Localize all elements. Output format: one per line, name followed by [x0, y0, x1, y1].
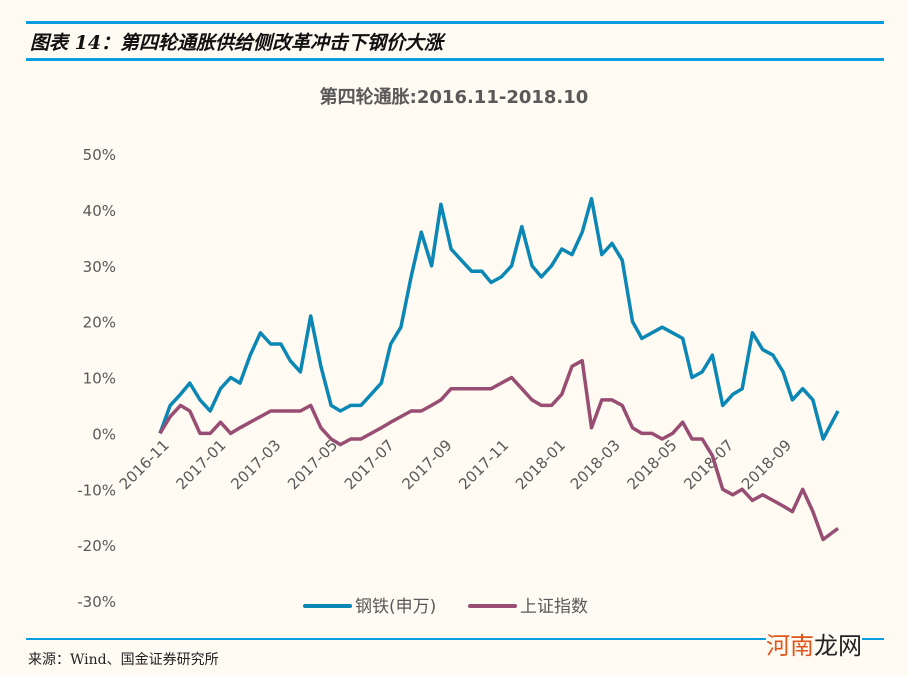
- series-line-sse: [158, 358, 840, 542]
- x-tick-label: 2017-11: [455, 436, 512, 493]
- title-rule: [26, 58, 884, 61]
- y-axis: 50% 40% 30% 20% 10% 0% -10% -20% -30%: [77, 146, 116, 611]
- x-tick-label: 2018-01: [512, 436, 569, 493]
- source-note: 来源：Wind、国金证券研究所: [28, 652, 219, 668]
- x-tick-label: 2017-09: [399, 436, 456, 493]
- y-tick-label: -20%: [77, 537, 116, 555]
- x-tick-label: 2018-03: [567, 436, 624, 493]
- x-tick-label: 2018-05: [624, 436, 681, 493]
- watermark: 河南龙网: [766, 626, 862, 661]
- legend: 钢铁(申万) 上证指数: [303, 597, 588, 617]
- x-tick-label: 2017-03: [227, 436, 284, 493]
- y-tick-label: -10%: [77, 481, 116, 499]
- x-tick-label: 2018-09: [738, 436, 795, 493]
- chart-title: 第四轮通胀:2016.11-2018.10: [320, 86, 589, 108]
- x-tick-label: 2016-11: [116, 436, 173, 493]
- series-line-steel: [158, 196, 840, 441]
- x-tick-label: 2017-01: [173, 436, 230, 493]
- y-tick-label: 10%: [83, 370, 116, 388]
- watermark-part1: 河南: [766, 632, 814, 660]
- y-tick-label: 30%: [83, 258, 116, 276]
- y-tick-label: 50%: [83, 146, 116, 164]
- x-tick-label: 2017-05: [284, 436, 341, 493]
- y-tick-label: 0%: [92, 425, 116, 443]
- figure-title: 图表 14：第四轮通胀供给侧改革冲击下钢价大涨: [30, 32, 444, 54]
- top-rule: [26, 21, 884, 24]
- plot-lines: [158, 196, 840, 542]
- legend-label: 钢铁(申万): [355, 597, 436, 617]
- x-tick-label: 2017-07: [341, 436, 398, 493]
- y-tick-label: -30%: [77, 593, 116, 611]
- y-tick-label: 40%: [83, 202, 116, 220]
- y-tick-label: 20%: [83, 314, 116, 332]
- legend-label: 上证指数: [520, 597, 588, 617]
- footer-rule: [26, 638, 884, 640]
- x-tick-label: 2018-07: [680, 436, 737, 493]
- watermark-part2: 龙网: [814, 632, 862, 660]
